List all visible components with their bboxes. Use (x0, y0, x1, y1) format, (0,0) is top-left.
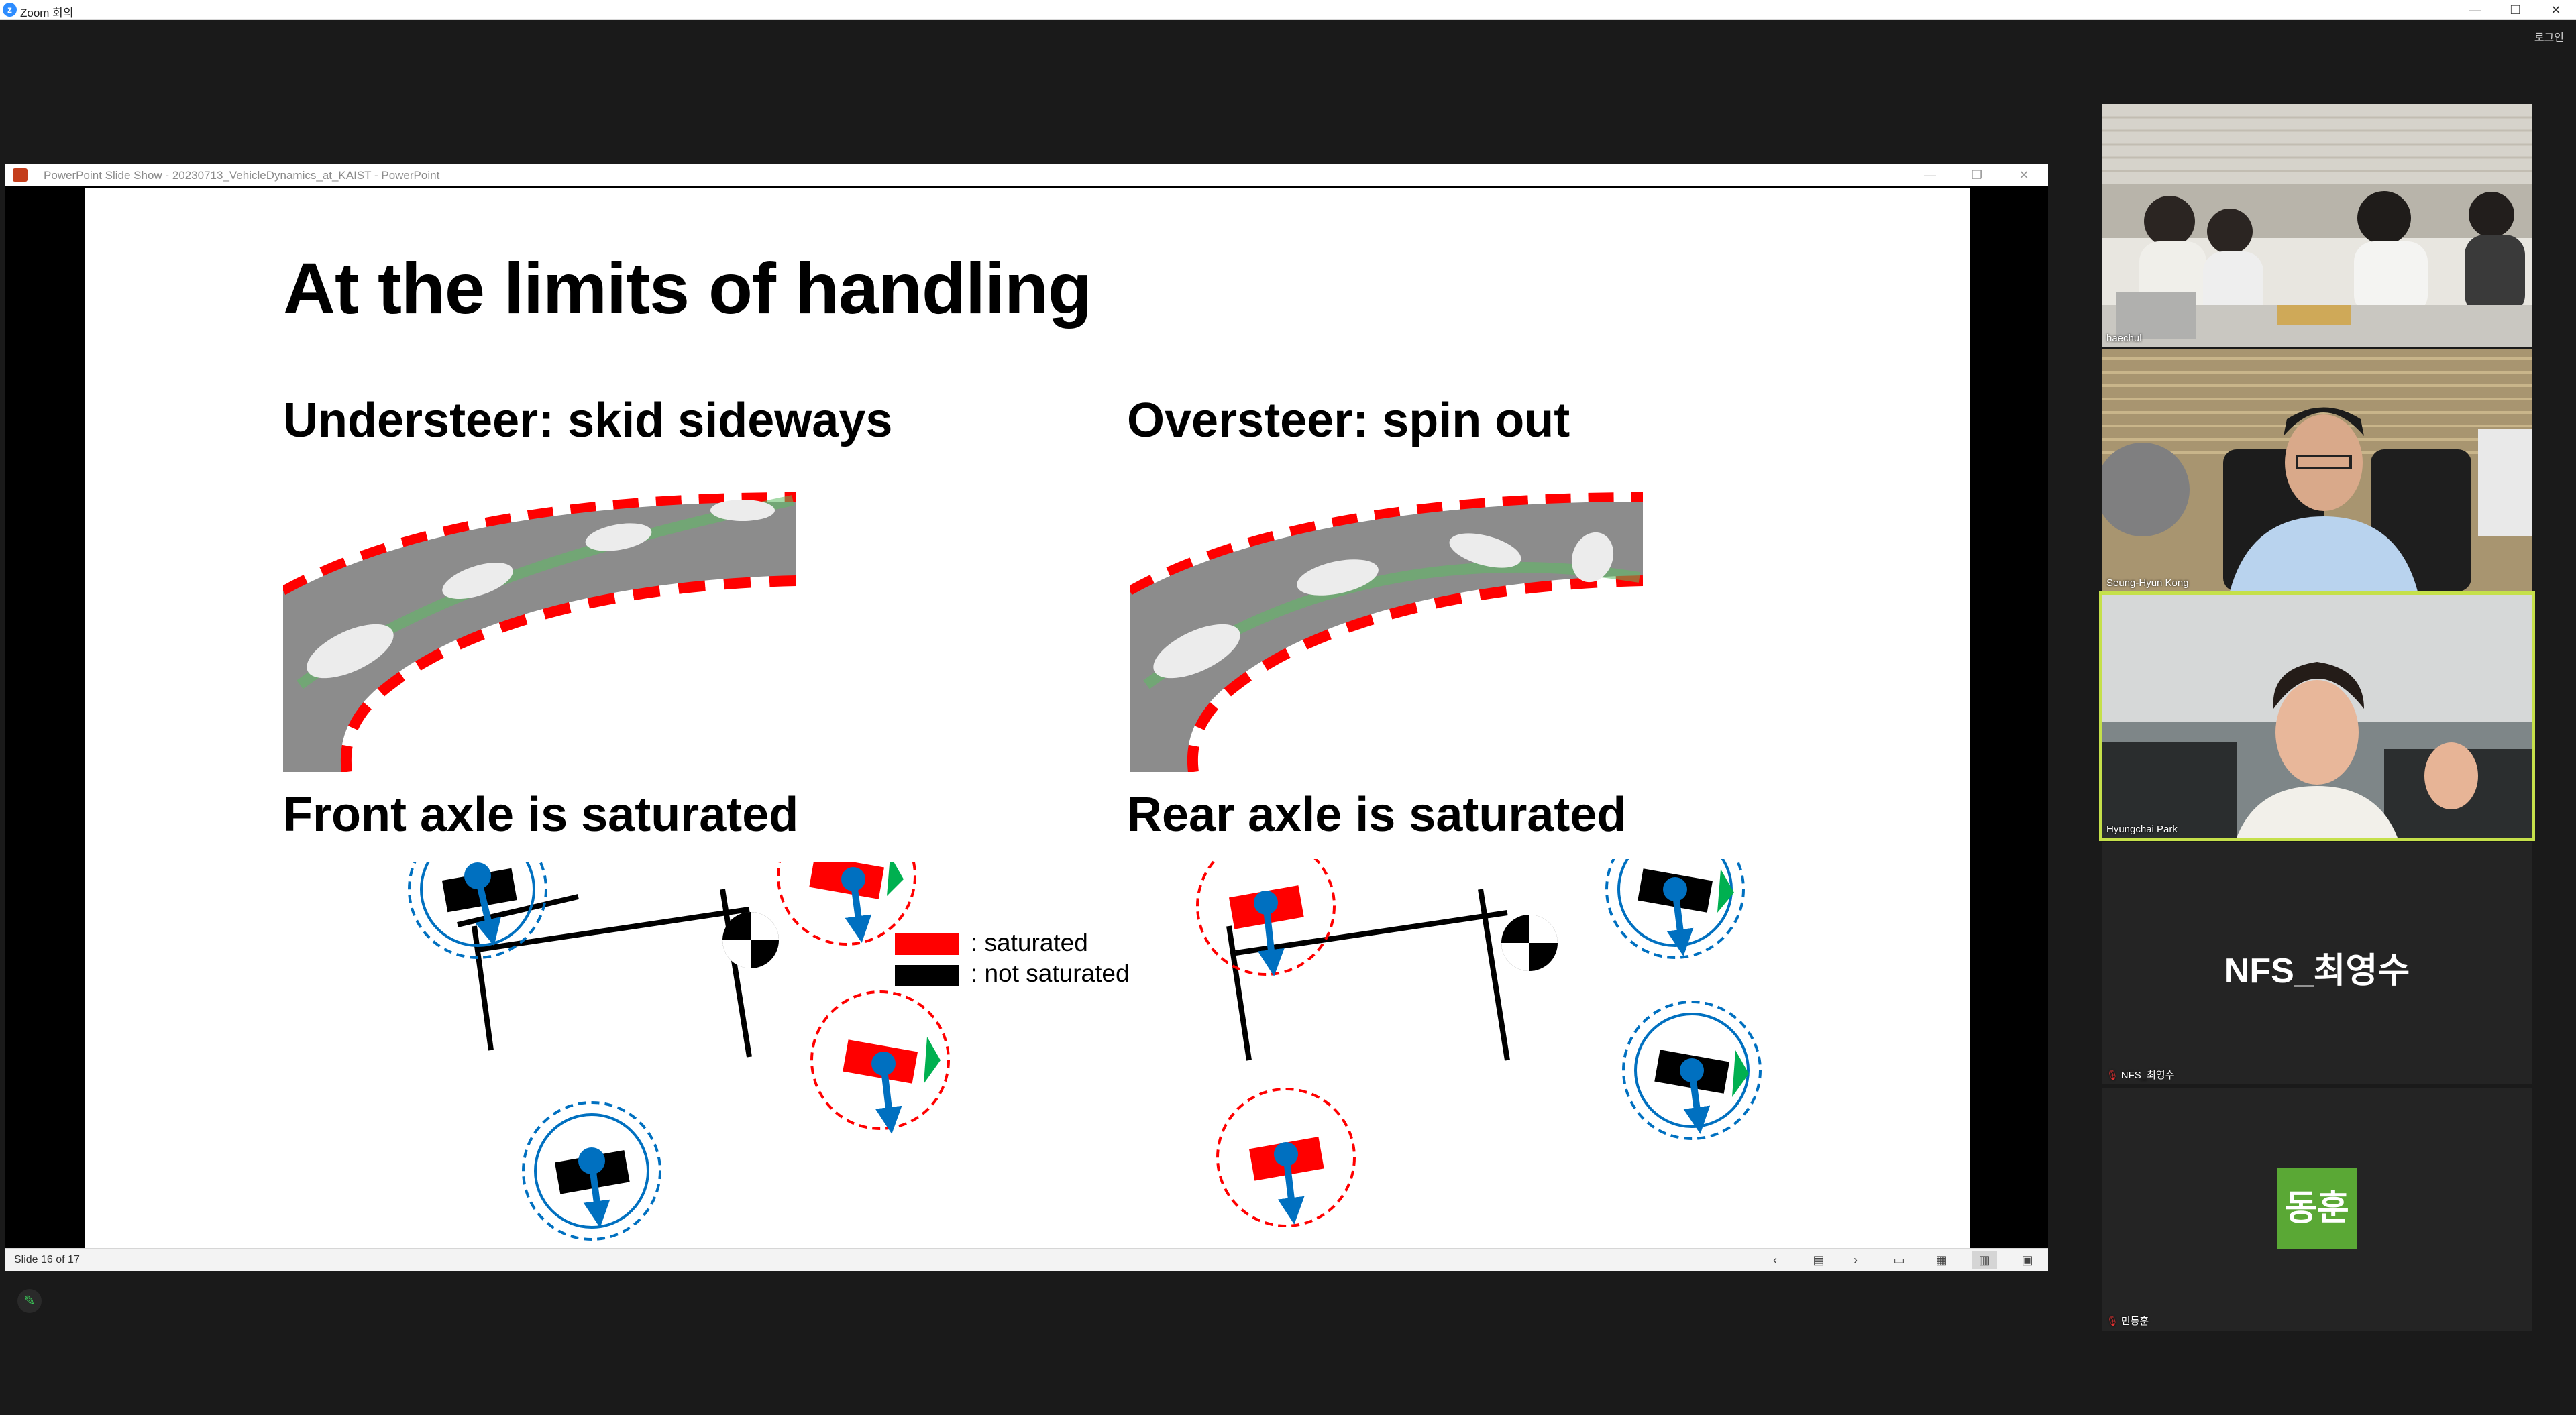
oversteer-road-image (1130, 492, 1643, 772)
close-button[interactable]: ✕ (2551, 3, 2561, 17)
slide-title: At the limits of handling (283, 247, 1092, 329)
participant-name: Seung-Hyun Kong (2106, 577, 2189, 589)
slideshow-view-icon[interactable]: ▣ (2021, 1253, 2033, 1267)
window-title: Zoom 회의 (20, 7, 74, 19)
restore-button[interactable]: ❐ (2510, 3, 2522, 17)
annotate-pen-icon[interactable]: ✎ (17, 1289, 42, 1313)
slide: At the limits of handling Understeer: sk… (85, 188, 1970, 1248)
participant-name-tag: 🎙 NFS_최영수 (2106, 1068, 2175, 1082)
ppt-close-button[interactable]: ✕ (2019, 168, 2029, 182)
participant-display-name: NFS_최영수 (2224, 952, 2410, 990)
legend-saturated-label: : saturated (971, 929, 1088, 956)
notes-icon[interactable]: ▤ (1813, 1253, 1825, 1267)
participant-avatar: 동훈 (2277, 1168, 2357, 1249)
understeer-road-image (283, 492, 796, 772)
ppt-statusbar: Slide 16 of 17 ‹ ▤ › ▭ ▦ ▥ ▣ (5, 1248, 2048, 1271)
ppt-minimize-button[interactable]: — (1924, 168, 1936, 182)
participant-name: Hyungchai Park (2106, 824, 2178, 835)
front-axle-caption: Front axle is saturated (283, 788, 799, 842)
rear-axle-caption: Rear axle is saturated (1127, 788, 1627, 842)
normal-view-icon[interactable]: ▭ (1893, 1253, 1905, 1267)
ppt-restore-button[interactable]: ❐ (1971, 168, 1983, 182)
reading-view-icon[interactable]: ▥ (1972, 1251, 1997, 1269)
legend-not-saturated-label: : not saturated (971, 960, 1130, 987)
ppt-window-title: PowerPoint Slide Show - 20230713_Vehicle… (44, 169, 440, 182)
legend-not-saturated-swatch (895, 965, 959, 986)
understeer-tire-diagram (408, 862, 950, 1241)
participant-tile-haechul[interactable]: haechul (2102, 104, 2532, 347)
participant-name-tag: 🎙 민동훈 (2106, 1314, 2149, 1328)
mic-muted-icon: 🎙 (2106, 1316, 2118, 1326)
oversteer-tire-diagram (1196, 859, 1762, 1227)
participant-tile-min-donghoon[interactable]: 동훈 🎙 민동훈 (2102, 1088, 2532, 1331)
participant-name: NFS_최영수 (2121, 1070, 2175, 1081)
speaker-video (2102, 349, 2532, 591)
powerpoint-icon (13, 168, 28, 182)
participant-tile-nfs[interactable]: NFS_최영수 🎙 NFS_최영수 (2102, 842, 2532, 1084)
previous-slide-button[interactable]: ‹ (1773, 1253, 1777, 1267)
zoom-titlebar: z Zoom 회의 — ❐ ✕ (0, 0, 2576, 20)
classroom-video (2102, 104, 2532, 347)
participant-name: 민동훈 (2121, 1316, 2149, 1327)
mic-muted-icon: 🎙 (2106, 1070, 2118, 1080)
participant-tile-seung-hyun-kong[interactable]: Seung-Hyun Kong (2102, 349, 2532, 591)
ppt-titlebar: PowerPoint Slide Show - 20230713_Vehicle… (5, 164, 2048, 186)
understeer-heading: Understeer: skid sideways (283, 394, 893, 447)
zoom-logo-icon: z (3, 3, 17, 17)
shared-screen-powerpoint: PowerPoint Slide Show - 20230713_Vehicle… (5, 164, 2048, 1271)
participant-tile-hyungchai-park[interactable]: Hyungchai Park (2099, 591, 2535, 841)
active-speaker-video (2102, 595, 2532, 838)
legend-saturated-swatch (895, 933, 959, 955)
next-slide-button[interactable]: › (1854, 1253, 1858, 1267)
participant-name: haechul (2106, 333, 2142, 344)
slide-sorter-icon[interactable]: ▦ (1935, 1253, 1947, 1267)
minimize-button[interactable]: — (2469, 3, 2481, 17)
slide-counter: Slide 16 of 17 (14, 1254, 80, 1265)
oversteer-heading: Oversteer: spin out (1127, 394, 1570, 447)
login-link[interactable]: 로그인 (2534, 32, 2564, 44)
